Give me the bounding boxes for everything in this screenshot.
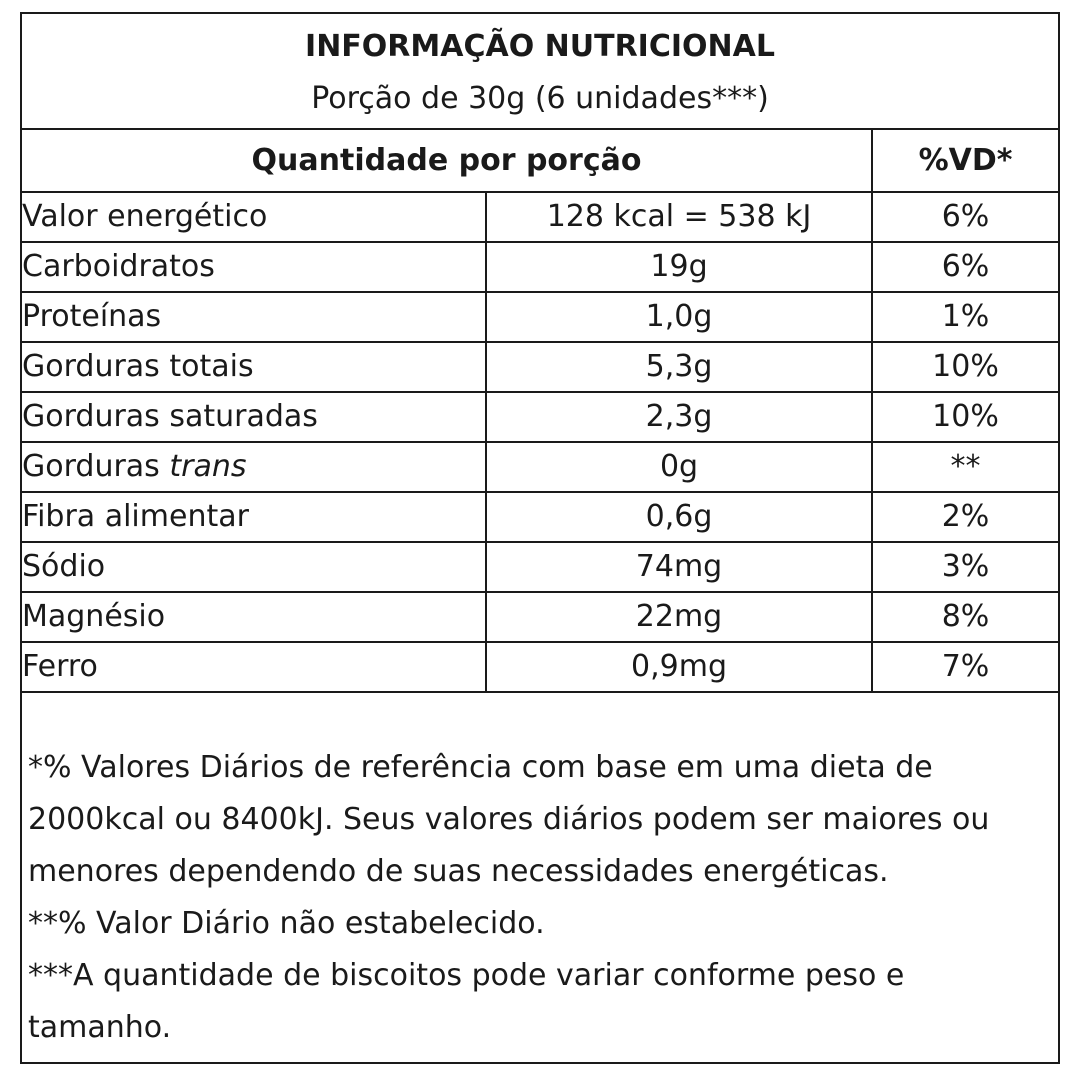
table-header-row: Quantidade por porção %VD* [22,130,1059,193]
nutrient-quantity: 2,3g [484,391,874,443]
nutrient-daily-value: 2% [871,491,1059,543]
nutrient-name-italic: trans [169,449,247,484]
nutrient-quantity: 0,9mg [484,641,874,693]
nutrient-name: Ferro [22,641,487,693]
nutrient-name: Fibra alimentar [22,491,487,543]
nutrient-quantity: 74mg [484,541,874,593]
nutrient-quantity: 22mg [484,591,874,643]
nutrient-name: Gorduras trans [22,441,487,493]
nutrient-quantity: 5,3g [484,341,874,393]
nutrient-daily-value: 10% [871,391,1059,443]
table-row: Sódio 74mg 3% [22,541,1059,593]
table-row: Fibra alimentar 0,6g 2% [22,491,1059,543]
nutrient-name-text: Ferro [22,649,98,684]
nutrient-daily-value: 1% [871,291,1059,343]
nutrient-name: Gorduras totais [22,341,487,393]
nutrient-daily-value: ** [871,441,1059,493]
nutrient-name-text: Gorduras [22,449,170,484]
nutrient-daily-value: 7% [871,641,1059,693]
nutrient-name-text: Carboidratos [22,249,215,284]
nutrient-name-text: Proteínas [22,299,162,334]
nutrient-quantity: 128 kcal = 538 kJ [484,191,874,243]
nutrient-name-text: Gorduras saturadas [22,399,318,434]
nutrient-quantity: 0,6g [484,491,874,543]
nutrient-daily-value: 6% [871,191,1059,243]
label-header: INFORMAÇÃO NUTRICIONAL Porção de 30g (6 … [22,14,1058,130]
table-row: Gorduras totais 5,3g 10% [22,341,1059,393]
nutrient-daily-value: 8% [871,591,1059,643]
footnote: *% Valores Diários de referência com bas… [28,750,990,889]
label-title: INFORMAÇÃO NUTRICIONAL [305,29,775,64]
table-row: Ferro 0,9mg 7% [22,641,1059,693]
footnote: ***A quantidade de biscoitos pode variar… [28,958,905,1045]
table-row: Gorduras saturadas 2,3g 10% [22,391,1059,443]
footnote: **% Valor Diário não estabelecido. [28,906,545,941]
nutrient-name: Magnésio [22,591,487,643]
nutrient-quantity: 1,0g [484,291,874,343]
nutrient-name: Proteínas [22,291,487,343]
nutrient-quantity: 0g [484,441,874,493]
quantity-column-header: Quantidade por porção [22,130,874,193]
nutrient-name-text: Sódio [22,549,106,584]
nutrition-facts-label: INFORMAÇÃO NUTRICIONAL Porção de 30g (6 … [20,12,1060,1064]
nutrient-name-text: Valor energético [22,199,268,234]
nutrient-name: Sódio [22,541,487,593]
nutrient-daily-value: 10% [871,341,1059,393]
nutrient-name-text: Fibra alimentar [22,499,249,534]
table-row: Gorduras trans 0g ** [22,441,1059,493]
table-row: Carboidratos 19g 6% [22,241,1059,293]
footnotes: *% Valores Diários de referência com bas… [28,742,1052,1054]
nutrient-daily-value: 6% [871,241,1059,293]
nutrient-name: Carboidratos [22,241,487,293]
nutrient-daily-value: 3% [871,541,1059,593]
nutrient-quantity: 19g [484,241,874,293]
nutrient-name: Valor energético [22,191,487,243]
table-row: Valor energético 128 kcal = 538 kJ 6% [22,191,1059,243]
daily-value-column-header: %VD* [871,130,1059,193]
serving-size: Porção de 30g (6 unidades***) [311,81,769,116]
table-row: Magnésio 22mg 8% [22,591,1059,643]
nutrient-name-text: Gorduras totais [22,349,254,384]
table-row: Proteínas 1,0g 1% [22,291,1059,343]
nutrient-name: Gorduras saturadas [22,391,487,443]
nutrient-name-text: Magnésio [22,599,166,634]
nutrition-table: Quantidade por porção %VD* Valor energét… [22,130,1059,693]
